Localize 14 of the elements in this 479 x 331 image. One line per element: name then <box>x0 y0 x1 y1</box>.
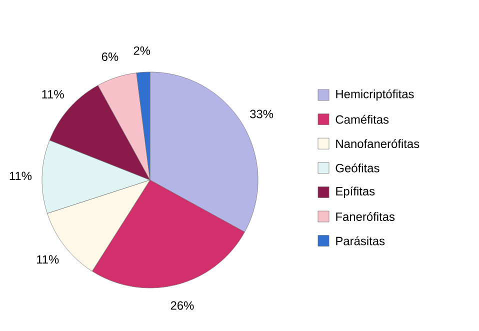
legend-label: Geófitas <box>336 163 380 172</box>
data-label: 6% <box>102 52 118 61</box>
data-label: 11% <box>42 90 64 98</box>
data-label: 11% <box>10 172 32 180</box>
legend-label: Caméfitas <box>336 114 389 124</box>
legend-label: Fanerófitas <box>336 212 395 221</box>
data-label: 11% <box>36 255 59 264</box>
data-label: 2% <box>134 46 150 55</box>
data-label: 33% <box>250 110 274 118</box>
legend-label: Epífitas <box>336 186 375 198</box>
legend-label: Hemicriptófitas <box>336 89 414 101</box>
legend-label: Nanofanerófitas <box>336 139 420 148</box>
legend-label: Parásitas <box>336 236 385 246</box>
data-label: 26% <box>170 301 194 310</box>
